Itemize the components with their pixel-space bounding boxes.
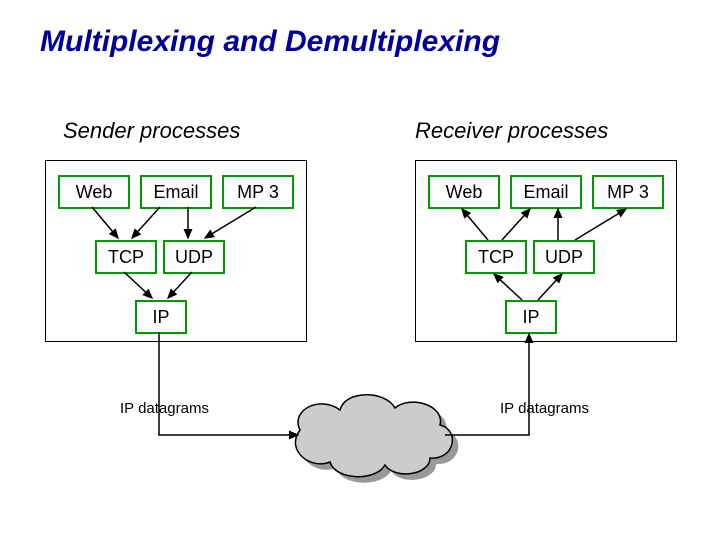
sender-app-mp3: MP 3 <box>222 175 294 209</box>
receiver-udp: UDP <box>533 240 595 274</box>
sender-app-email: Email <box>140 175 212 209</box>
cloud-icon <box>295 395 452 477</box>
receiver-ip: IP <box>505 300 557 334</box>
receiver-app-email: Email <box>510 175 582 209</box>
receiver-label: Receiver processes <box>415 118 608 144</box>
page-title: Multiplexing and Demultiplexing <box>40 25 500 59</box>
receiver-tcp: TCP <box>465 240 527 274</box>
sender-label: Sender processes <box>63 118 240 144</box>
sender-ip: IP <box>135 300 187 334</box>
datagram-label-right: IP datagrams <box>500 400 589 417</box>
receiver-app-mp3: MP 3 <box>592 175 664 209</box>
sender-app-web: Web <box>58 175 130 209</box>
receiver-app-web: Web <box>428 175 500 209</box>
datagram-label-left: IP datagrams <box>120 400 209 417</box>
sender-udp: UDP <box>163 240 225 274</box>
sender-tcp: TCP <box>95 240 157 274</box>
